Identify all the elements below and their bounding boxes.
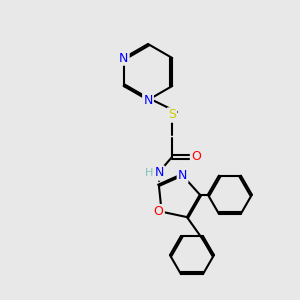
Text: H: H [145, 168, 153, 178]
Text: N: N [143, 94, 153, 106]
Text: O: O [191, 151, 201, 164]
Text: S: S [168, 109, 176, 122]
Text: N: N [154, 167, 164, 179]
Text: O: O [154, 205, 164, 218]
Text: N: N [178, 169, 187, 182]
Text: N: N [119, 52, 128, 64]
